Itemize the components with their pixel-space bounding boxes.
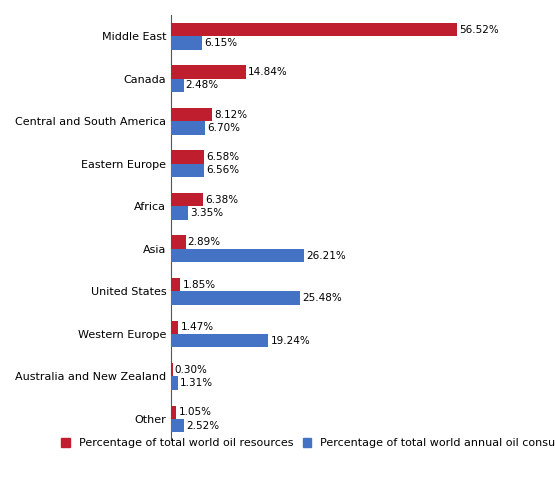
Text: 1.85%: 1.85% <box>183 280 215 289</box>
Text: 2.48%: 2.48% <box>185 80 219 90</box>
Bar <box>171 236 185 249</box>
Bar <box>171 278 180 291</box>
Text: 8.12%: 8.12% <box>214 110 248 120</box>
Text: 19.24%: 19.24% <box>270 336 310 345</box>
Text: 26.21%: 26.21% <box>306 250 346 260</box>
Bar <box>171 376 178 390</box>
Bar <box>171 150 204 164</box>
Text: 6.15%: 6.15% <box>204 38 238 48</box>
Bar <box>171 363 173 376</box>
Text: 2.52%: 2.52% <box>186 420 219 430</box>
Text: 3.35%: 3.35% <box>190 208 223 218</box>
Bar <box>171 334 269 347</box>
Bar <box>171 164 204 177</box>
Bar <box>171 108 212 122</box>
Bar <box>171 36 202 50</box>
Bar <box>171 66 246 79</box>
Bar <box>171 79 184 92</box>
Bar <box>171 193 203 206</box>
Bar <box>171 320 179 334</box>
Text: 1.31%: 1.31% <box>180 378 213 388</box>
Text: 14.84%: 14.84% <box>248 67 288 77</box>
Text: 56.52%: 56.52% <box>460 24 499 34</box>
Text: 6.38%: 6.38% <box>205 194 239 204</box>
Bar <box>171 122 205 134</box>
Bar <box>171 292 300 304</box>
Text: 6.70%: 6.70% <box>207 123 240 133</box>
Text: 1.47%: 1.47% <box>180 322 214 332</box>
Bar <box>171 23 457 36</box>
Text: 6.58%: 6.58% <box>206 152 239 162</box>
Text: 2.89%: 2.89% <box>188 237 221 247</box>
Bar <box>171 406 176 419</box>
Bar <box>171 206 188 220</box>
Text: 1.05%: 1.05% <box>178 407 211 417</box>
Bar <box>171 419 184 432</box>
Text: 0.30%: 0.30% <box>174 364 208 374</box>
Legend: Percentage of total world oil resources, Percentage of total world annual oil co: Percentage of total world oil resources,… <box>58 435 555 452</box>
Text: 25.48%: 25.48% <box>302 293 342 303</box>
Text: 6.56%: 6.56% <box>206 166 239 175</box>
Bar <box>171 249 304 262</box>
